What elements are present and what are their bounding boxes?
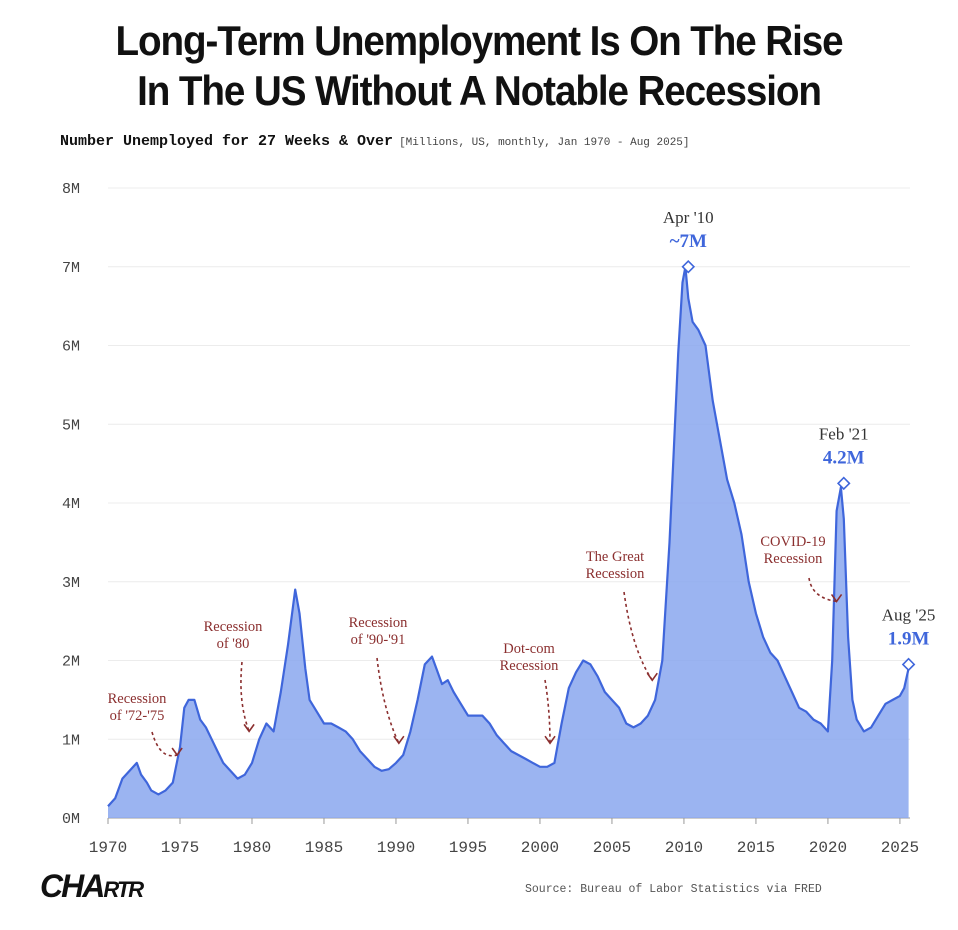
- subtitle-main: Number Unemployed for 27 Weeks & Over: [60, 133, 394, 150]
- x-tick-label: 2000: [521, 839, 559, 857]
- annotation-label-line1: Recession: [108, 691, 168, 707]
- logo-text-big: CHA: [40, 868, 105, 904]
- y-tick-label: 7M: [62, 260, 80, 277]
- series-area: [108, 266, 909, 818]
- annotation-label-line1: COVID-19: [760, 534, 825, 550]
- x-tick-label: 1985: [305, 839, 343, 857]
- y-tick-label: 5M: [62, 417, 80, 434]
- x-tick-label: 2010: [665, 839, 703, 857]
- annotation-label-line2: Recession: [586, 566, 646, 582]
- x-tick-label: 1990: [377, 839, 415, 857]
- annotation-arrow: [808, 577, 837, 603]
- x-axis: 1970 1975 1980 1985 1990 1995 2000 2005 2010 2015…: [89, 817, 919, 857]
- title-line-2: In The US Without A Notable Recession: [137, 67, 822, 114]
- annotation-label-line1: Recession: [349, 615, 409, 631]
- y-tick-label: 1M: [62, 732, 80, 749]
- annotation-arrow: [151, 731, 178, 757]
- x-tick-label: 1995: [449, 839, 487, 857]
- annotation-arrowhead: [171, 747, 183, 757]
- x-tick-label: 1970: [89, 839, 127, 857]
- annotation-arrowhead: [830, 593, 843, 603]
- x-tick-label: 2015: [737, 839, 775, 857]
- x-tick-label: 2020: [809, 839, 847, 857]
- y-tick-label: 4M: [62, 496, 80, 513]
- annotation-label-line1: Recession: [204, 619, 264, 635]
- annotation-arrow: [623, 591, 653, 681]
- source-note: Source: Bureau of Labor Statistics via F…: [525, 883, 822, 896]
- title-line-1: Long-Term Unemployment Is On The Rise: [115, 17, 843, 64]
- y-tick-label: 3M: [62, 575, 80, 592]
- chart-subtitle: Number Unemployed for 27 Weeks & Over [Mi…: [60, 133, 690, 150]
- annotation-arrow: [240, 661, 250, 732]
- series-line: [107, 265, 910, 807]
- highlight-date: Aug '25: [882, 605, 936, 624]
- highlight-date: Feb '21: [819, 424, 869, 443]
- y-tick-label: 2M: [62, 654, 80, 671]
- y-axis: 0M 1M 2M 3M 4M 5M 6M 7M 8M: [62, 181, 80, 828]
- highlight-marker: [901, 657, 916, 672]
- x-tick-label: 1975: [161, 839, 199, 857]
- x-tick-label: 2005: [593, 839, 631, 857]
- highlight: Aug '25 1.9M: [882, 605, 936, 672]
- highlight-value: ~7M: [670, 231, 707, 252]
- annotation-arrow: [544, 679, 551, 744]
- highlights: Apr '10 ~7M Feb '21 4.2M Aug '25 1.9M: [663, 208, 936, 672]
- highlight-marker: [681, 259, 696, 274]
- logo-text-small: RTR: [103, 877, 144, 902]
- chart-title: Long-Term Unemployment Is On The Rise In…: [38, 16, 919, 116]
- chartr-logo: CHARTR: [40, 868, 144, 905]
- y-tick-label: 6M: [62, 339, 80, 356]
- annotation-label-line2: of '72-'75: [110, 708, 165, 724]
- highlight-date: Apr '10: [663, 208, 714, 227]
- annotation-arrow: [376, 657, 400, 744]
- annotation-arrowhead: [243, 723, 255, 733]
- highlight-value: 4.2M: [823, 447, 865, 468]
- y-tick-label: 8M: [62, 181, 80, 198]
- annotation-arrowhead: [544, 735, 556, 745]
- annotation-label-line1: Dot-com: [503, 641, 555, 657]
- annotation-label-line2: Recession: [500, 658, 560, 674]
- highlight: Feb '21 4.2M: [819, 424, 869, 491]
- subtitle-meta: [Millions, US, monthly, Jan 1970 - Aug 2…: [399, 137, 690, 149]
- annotation-label-line2: of '90-'91: [351, 632, 406, 648]
- x-tick-label: 1980: [233, 839, 271, 857]
- highlight-marker: [836, 476, 851, 491]
- annotation-label-line2: of '80: [217, 636, 250, 652]
- y-tick-label: 0M: [62, 811, 80, 828]
- x-tick-label: 2025: [881, 839, 919, 857]
- highlight: Apr '10 ~7M: [663, 208, 714, 274]
- highlight-value: 1.9M: [888, 628, 930, 649]
- annotation-label-line1: The Great: [586, 549, 644, 565]
- annotation-arrowhead: [646, 672, 658, 682]
- annotation-arrowhead: [393, 735, 405, 745]
- annotation-label-line2: Recession: [764, 551, 824, 567]
